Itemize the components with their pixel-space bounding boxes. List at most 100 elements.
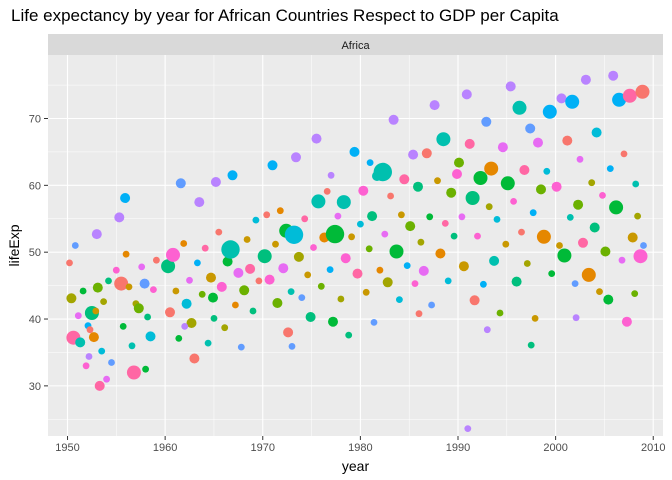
data-point xyxy=(370,319,378,326)
data-point xyxy=(161,259,176,274)
data-point xyxy=(465,191,480,205)
data-point xyxy=(75,337,86,348)
data-point xyxy=(128,342,136,350)
data-point xyxy=(210,315,218,322)
data-point xyxy=(454,157,464,168)
x-tick-label: 2000 xyxy=(543,442,567,454)
data-point xyxy=(481,116,492,127)
data-point xyxy=(519,165,530,175)
data-point xyxy=(175,178,186,189)
data-point xyxy=(434,177,441,185)
data-point xyxy=(326,266,334,273)
data-point xyxy=(599,192,606,199)
data-point xyxy=(181,323,189,330)
data-point xyxy=(86,326,94,334)
data-point xyxy=(640,242,647,249)
data-point xyxy=(92,307,100,315)
data-point xyxy=(382,277,393,288)
data-point xyxy=(591,127,602,138)
data-point xyxy=(245,263,256,274)
data-point xyxy=(172,287,180,295)
data-point xyxy=(264,274,275,285)
data-point xyxy=(272,298,283,308)
data-point xyxy=(429,100,440,111)
data-point xyxy=(311,194,326,209)
data-point xyxy=(114,212,125,223)
data-point xyxy=(144,313,152,321)
data-point xyxy=(198,290,206,298)
data-point xyxy=(139,278,150,289)
data-point xyxy=(388,114,399,125)
data-point xyxy=(237,343,245,351)
data-point xyxy=(204,339,212,347)
data-point xyxy=(284,225,304,244)
x-tick-label: 1950 xyxy=(55,442,79,454)
data-point xyxy=(536,229,551,244)
data-point xyxy=(446,187,457,198)
data-point xyxy=(484,161,499,176)
data-point xyxy=(119,323,127,330)
data-point xyxy=(362,288,370,296)
data-point xyxy=(276,207,284,215)
data-point xyxy=(352,268,363,279)
data-point xyxy=(310,244,317,251)
data-point xyxy=(142,365,150,373)
data-point xyxy=(88,332,99,343)
data-point xyxy=(435,248,446,259)
data-point xyxy=(105,277,112,285)
data-point xyxy=(565,94,580,109)
data-point xyxy=(201,244,209,252)
data-point xyxy=(126,365,141,380)
data-point xyxy=(464,138,475,149)
data-point xyxy=(125,283,133,291)
data-point xyxy=(496,309,504,317)
data-point xyxy=(100,298,107,305)
data-point xyxy=(572,314,580,322)
data-point xyxy=(573,199,584,210)
data-point xyxy=(66,293,77,304)
data-point xyxy=(533,137,543,148)
data-point xyxy=(531,315,539,322)
data-point xyxy=(580,74,591,85)
data-point xyxy=(635,84,650,99)
data-point xyxy=(208,292,218,303)
data-point xyxy=(606,165,614,173)
data-point xyxy=(421,148,432,159)
data-point xyxy=(91,229,102,240)
data-point xyxy=(366,159,374,167)
data-point xyxy=(328,316,338,327)
data-point xyxy=(632,180,640,188)
data-point xyxy=(186,318,197,328)
data-point xyxy=(287,288,295,295)
data-point xyxy=(398,211,405,219)
data-point xyxy=(633,249,648,264)
data-point xyxy=(288,343,296,350)
data-point xyxy=(387,192,394,200)
data-point xyxy=(108,359,115,366)
data-point xyxy=(82,362,90,370)
data-point xyxy=(603,294,614,305)
data-point xyxy=(66,259,73,267)
x-tick-label: 1990 xyxy=(446,442,470,454)
data-point xyxy=(411,280,419,287)
data-point xyxy=(221,240,240,259)
data-point xyxy=(222,256,233,267)
data-point xyxy=(609,200,624,215)
data-point xyxy=(588,179,596,187)
data-point xyxy=(543,167,551,175)
data-point xyxy=(336,195,351,210)
data-point xyxy=(323,188,331,195)
data-point xyxy=(232,301,239,309)
data-point xyxy=(556,93,567,104)
data-point xyxy=(527,341,535,349)
y-tick-label: 60 xyxy=(29,180,41,192)
data-point xyxy=(216,281,227,292)
data-point xyxy=(518,228,525,236)
data-point xyxy=(511,276,522,287)
data-point xyxy=(145,331,156,342)
data-point xyxy=(612,92,627,107)
data-point xyxy=(239,285,250,296)
data-points xyxy=(66,70,650,432)
x-tick-label: 1960 xyxy=(153,442,177,454)
